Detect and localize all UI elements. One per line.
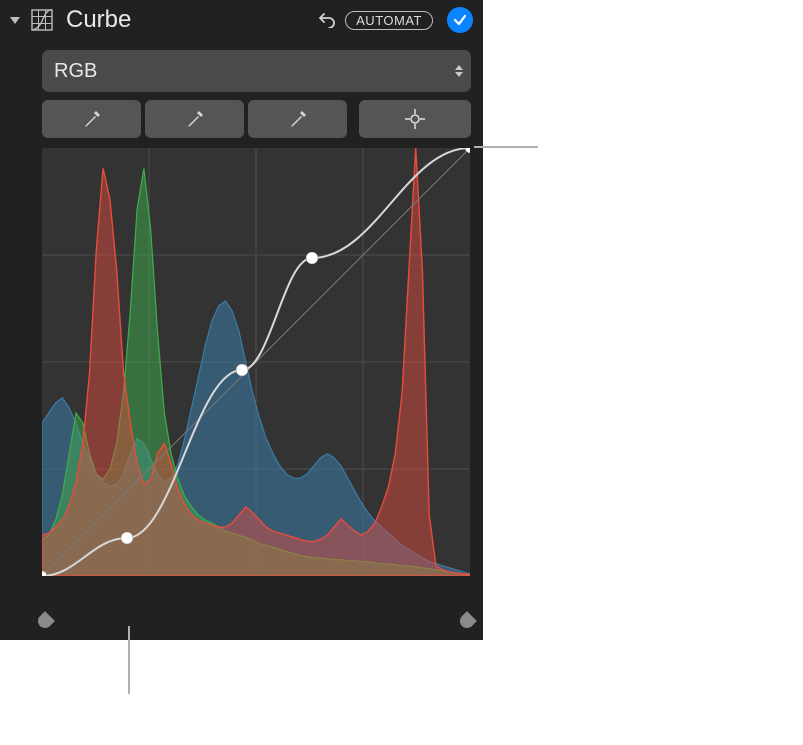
eyedropper-icon [82,109,102,129]
panel-title: Curbe [66,6,307,34]
callout-line [128,626,130,694]
checkmark-icon [453,13,467,27]
gray-point-eyedropper[interactable] [145,100,244,138]
eyedropper-toolbar [42,100,471,138]
black-point-eyedropper[interactable] [42,100,141,138]
curves-header: Curbe AUTOMAT [0,0,483,40]
eyedropper-icon [185,109,205,129]
undo-button[interactable] [315,9,337,31]
add-point-button[interactable] [359,100,471,138]
channel-select[interactable]: RGB [42,50,471,92]
curves-icon [30,8,54,32]
curves-panel: Curbe AUTOMAT RGB [0,0,483,640]
target-icon [404,108,426,130]
channel-select-value: RGB [54,60,97,83]
stepper-icon [455,65,463,77]
undo-icon [317,12,335,28]
curves-histogram[interactable] [42,148,470,576]
white-point-eyedropper[interactable] [248,100,347,138]
white-point-slider[interactable] [457,611,477,631]
callout-line [474,146,538,148]
black-point-slider[interactable] [35,611,55,631]
histogram-svg [42,148,470,576]
disclosure-triangle-icon[interactable] [10,17,20,24]
enable-toggle[interactable] [447,7,473,33]
eyedropper-icon [288,109,308,129]
auto-button[interactable]: AUTOMAT [345,11,433,30]
